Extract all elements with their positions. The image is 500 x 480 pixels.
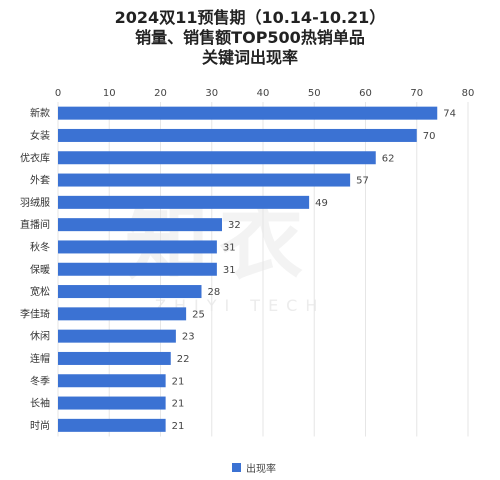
bar [58, 262, 217, 276]
data-label: 21 [172, 376, 185, 387]
legend: 出现率 [232, 460, 276, 475]
bar [58, 329, 176, 343]
data-label: 62 [382, 153, 395, 164]
x-tick-label: 0 [55, 88, 61, 99]
bar [58, 418, 166, 432]
data-label: 74 [443, 109, 456, 120]
data-label: 25 [192, 309, 205, 320]
chart-title-line-1: 2024双11预售期（10.14-10.21） [114, 8, 386, 27]
category-label: 直播间 [20, 218, 50, 231]
category-label: 冬季 [30, 374, 50, 387]
data-label: 70 [423, 131, 436, 142]
category-label: 外套 [30, 174, 50, 187]
data-label: 31 [223, 242, 236, 253]
chart-title-line-3: 关键词出现率 [201, 48, 298, 67]
legend-label: 出现率 [246, 464, 276, 475]
category-label: 女装 [30, 129, 50, 142]
bar [58, 128, 417, 142]
legend-swatch [232, 463, 241, 472]
category-label: 时尚 [30, 419, 50, 432]
x-tick-label: 50 [308, 88, 321, 99]
bar [58, 195, 310, 209]
bar [58, 173, 351, 187]
x-tick-label: 60 [359, 88, 372, 99]
bar [58, 307, 187, 321]
data-label: 57 [356, 176, 369, 187]
x-tick-label: 10 [103, 88, 116, 99]
data-label: 28 [208, 287, 221, 298]
data-label: 32 [228, 220, 241, 231]
category-label: 秋冬 [30, 240, 50, 253]
bar [58, 285, 202, 299]
x-tick-label: 20 [154, 88, 167, 99]
category-label: 连帽 [30, 352, 50, 365]
bar [58, 218, 222, 232]
chart-title: 2024双11预售期（10.14-10.21） 销量、销售额TOP500热销单品… [0, 8, 500, 68]
bar [58, 151, 376, 165]
category-label: 休闲 [30, 330, 50, 343]
bar [58, 106, 438, 120]
data-label: 23 [182, 332, 195, 343]
category-label: 羽绒服 [20, 196, 50, 209]
category-label: 优衣库 [20, 151, 50, 164]
x-tick-label: 80 [462, 88, 475, 99]
data-label: 21 [172, 399, 185, 410]
x-tick-label: 70 [410, 88, 423, 99]
category-label: 李佳琦 [20, 307, 50, 320]
x-tick-label: 30 [205, 88, 218, 99]
chart-title-line-2: 销量、销售额TOP500热销单品 [135, 28, 365, 47]
data-label: 22 [177, 354, 190, 365]
category-label: 长袖 [30, 397, 50, 410]
bar [58, 240, 217, 254]
bar [58, 351, 171, 365]
data-label: 49 [315, 198, 328, 209]
category-label: 保暖 [30, 263, 50, 276]
bar [58, 374, 166, 388]
data-label: 31 [223, 265, 236, 276]
data-label: 21 [172, 421, 185, 432]
category-label: 新款 [30, 107, 50, 120]
bar [58, 396, 166, 410]
category-label: 宽松 [30, 285, 50, 298]
watermark-text: ZHIYI TECH [155, 296, 326, 315]
x-tick-label: 40 [257, 88, 270, 99]
bar-chart: 0 10 20 30 40 50 60 70 80 新款 74 女装 70 优衣库 62 外套 57 羽绒服 49 直… [20, 88, 475, 437]
